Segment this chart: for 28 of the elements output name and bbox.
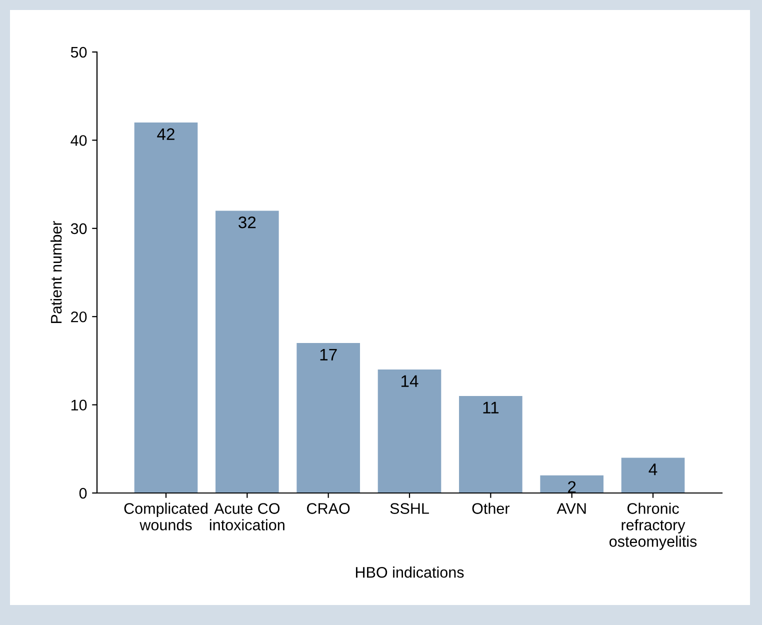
x-tick-label: Acute CO intoxication [210,503,284,530]
bar [216,210,279,493]
bar [378,370,442,493]
data-label: 17 [320,348,337,360]
y-tick-label: 20 [71,311,87,322]
x-tick-label: CRAO [307,503,350,514]
bar [459,396,522,493]
data-label: 14 [402,375,418,387]
x-tick-label: Other [472,502,510,514]
y-tick-label: 40 [70,135,87,146]
x-axis-title: HBO indications [356,566,464,578]
x-tick-label: SSHL [390,503,429,514]
bar [296,343,360,493]
y-tick-label: 30 [70,223,87,234]
bar [621,458,685,493]
y-tick-label: 50 [70,46,87,58]
data-label: 11 [483,402,499,414]
data-label: 32 [238,216,256,228]
x-tick-label: Chronic refractory osteomyelitis [610,502,697,550]
y-tick-label: 0 [79,488,87,499]
y-tick-label: 10 [71,400,87,410]
bar [540,475,604,493]
data-label: 4 [648,464,658,476]
bar [134,122,198,493]
x-tick-label: AVN [556,503,586,514]
data-label: 42 [157,128,174,140]
y-axis-title: Patient number [50,220,62,324]
x-tick-label: Complicated wounds [124,502,208,530]
